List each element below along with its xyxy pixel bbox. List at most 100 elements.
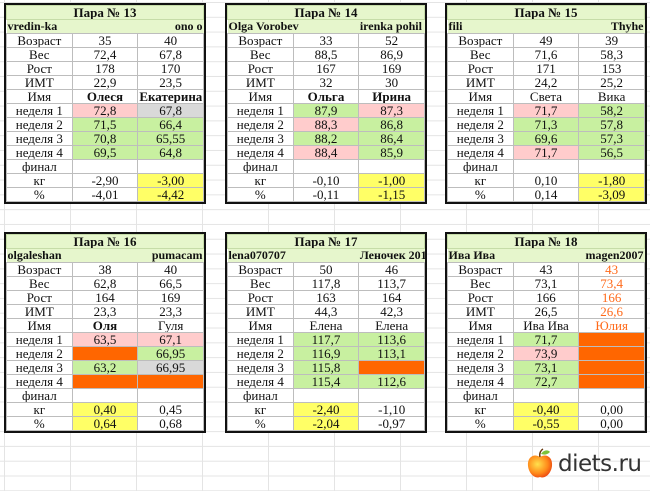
- value-cell[interactable]: [358, 159, 425, 174]
- value-cell[interactable]: Ива Ива: [512, 318, 580, 333]
- value-cell[interactable]: 115,4: [292, 374, 360, 389]
- value-cell[interactable]: [578, 159, 645, 174]
- value-cell[interactable]: 0,45: [137, 402, 204, 417]
- value-cell[interactable]: 73,4: [578, 276, 645, 291]
- value-cell[interactable]: Ольга: [292, 89, 360, 104]
- value-cell[interactable]: 0,10: [512, 173, 580, 188]
- value-cell[interactable]: -4,42: [137, 187, 204, 202]
- value-cell[interactable]: 67,8: [137, 47, 204, 62]
- value-cell[interactable]: 113,1: [358, 346, 425, 361]
- value-cell[interactable]: 0,00: [578, 402, 645, 417]
- value-cell[interactable]: 72,7: [512, 374, 580, 389]
- value-cell[interactable]: 57,3: [578, 131, 645, 146]
- value-cell[interactable]: -0,40: [512, 402, 580, 417]
- value-cell[interactable]: -2,40: [292, 402, 360, 417]
- value-cell[interactable]: 87,9: [292, 103, 360, 118]
- value-cell[interactable]: 63,2: [71, 360, 139, 375]
- value-cell[interactable]: 86,8: [358, 117, 425, 132]
- value-cell[interactable]: 0,40: [71, 402, 139, 417]
- value-cell[interactable]: 73,9: [512, 346, 580, 361]
- value-cell[interactable]: -3,09: [578, 187, 645, 202]
- value-cell[interactable]: 40: [137, 262, 204, 277]
- value-cell[interactable]: 67,8: [137, 103, 204, 118]
- value-cell[interactable]: 166: [578, 290, 645, 305]
- value-cell[interactable]: [137, 388, 204, 403]
- value-cell[interactable]: [578, 332, 645, 347]
- value-cell[interactable]: [71, 346, 139, 361]
- value-cell[interactable]: 49: [512, 33, 580, 48]
- value-cell[interactable]: 153: [578, 61, 645, 76]
- value-cell[interactable]: 65,55: [137, 131, 204, 146]
- value-cell[interactable]: 117,8: [292, 276, 360, 291]
- value-cell[interactable]: 69,6: [512, 131, 580, 146]
- value-cell[interactable]: 113,7: [358, 276, 425, 291]
- value-cell[interactable]: [137, 159, 204, 174]
- value-cell[interactable]: 66,95: [137, 346, 204, 361]
- value-cell[interactable]: 24,2: [512, 75, 580, 90]
- value-cell[interactable]: Екатерина: [137, 89, 204, 104]
- value-cell[interactable]: 72,8: [71, 103, 139, 118]
- value-cell[interactable]: 71,6: [512, 47, 580, 62]
- value-cell[interactable]: 169: [358, 61, 425, 76]
- value-cell[interactable]: 71,7: [512, 145, 580, 160]
- value-cell[interactable]: -1,00: [358, 173, 425, 188]
- value-cell[interactable]: 87,3: [358, 103, 425, 118]
- value-cell[interactable]: 62,8: [71, 276, 139, 291]
- value-cell[interactable]: 43: [578, 262, 645, 277]
- value-cell[interactable]: [358, 388, 425, 403]
- value-cell[interactable]: 167: [292, 61, 360, 76]
- value-cell[interactable]: 33: [292, 33, 360, 48]
- value-cell[interactable]: Оля: [71, 318, 139, 333]
- value-cell[interactable]: 166: [512, 290, 580, 305]
- value-cell[interactable]: 171: [512, 61, 580, 76]
- value-cell[interactable]: [512, 388, 580, 403]
- value-cell[interactable]: 117,7: [292, 332, 360, 347]
- value-cell[interactable]: 64,8: [137, 145, 204, 160]
- value-cell[interactable]: 26,5: [512, 304, 580, 319]
- value-cell[interactable]: [358, 360, 425, 375]
- value-cell[interactable]: 38: [71, 262, 139, 277]
- value-cell[interactable]: -1,15: [358, 187, 425, 202]
- value-cell[interactable]: 71,5: [71, 117, 139, 132]
- value-cell[interactable]: 170: [137, 61, 204, 76]
- value-cell[interactable]: Юлия: [578, 318, 645, 333]
- value-cell[interactable]: 178: [71, 61, 139, 76]
- value-cell[interactable]: 58,3: [578, 47, 645, 62]
- value-cell[interactable]: -1,80: [578, 173, 645, 188]
- value-cell[interactable]: -2,90: [71, 173, 139, 188]
- value-cell[interactable]: 71,7: [512, 332, 580, 347]
- value-cell[interactable]: 71,7: [512, 103, 580, 118]
- value-cell[interactable]: 23,3: [71, 304, 139, 319]
- value-cell[interactable]: Света: [512, 89, 580, 104]
- value-cell[interactable]: -0,11: [292, 187, 360, 202]
- value-cell[interactable]: [292, 388, 360, 403]
- value-cell[interactable]: 63,5: [71, 332, 139, 347]
- value-cell[interactable]: 44,3: [292, 304, 360, 319]
- value-cell[interactable]: 163: [292, 290, 360, 305]
- value-cell[interactable]: [71, 159, 139, 174]
- value-cell[interactable]: 58,2: [578, 103, 645, 118]
- value-cell[interactable]: -2,04: [292, 416, 360, 431]
- value-cell[interactable]: Вика: [578, 89, 645, 104]
- value-cell[interactable]: 88,4: [292, 145, 360, 160]
- value-cell[interactable]: 73,1: [512, 360, 580, 375]
- value-cell[interactable]: [71, 374, 139, 389]
- value-cell[interactable]: 72,4: [71, 47, 139, 62]
- value-cell[interactable]: 112,6: [358, 374, 425, 389]
- value-cell[interactable]: [71, 388, 139, 403]
- value-cell[interactable]: 30: [358, 75, 425, 90]
- value-cell[interactable]: 0,68: [137, 416, 204, 431]
- value-cell[interactable]: 32: [292, 75, 360, 90]
- value-cell[interactable]: [137, 374, 204, 389]
- value-cell[interactable]: 70,8: [71, 131, 139, 146]
- value-cell[interactable]: 26,6: [578, 304, 645, 319]
- value-cell[interactable]: 57,8: [578, 117, 645, 132]
- value-cell[interactable]: -0,10: [292, 173, 360, 188]
- value-cell[interactable]: [512, 159, 580, 174]
- value-cell[interactable]: 67,1: [137, 332, 204, 347]
- value-cell[interactable]: Гуля: [137, 318, 204, 333]
- value-cell[interactable]: 86,4: [358, 131, 425, 146]
- value-cell[interactable]: 66,5: [137, 276, 204, 291]
- value-cell[interactable]: 116,9: [292, 346, 360, 361]
- value-cell[interactable]: -3,00: [137, 173, 204, 188]
